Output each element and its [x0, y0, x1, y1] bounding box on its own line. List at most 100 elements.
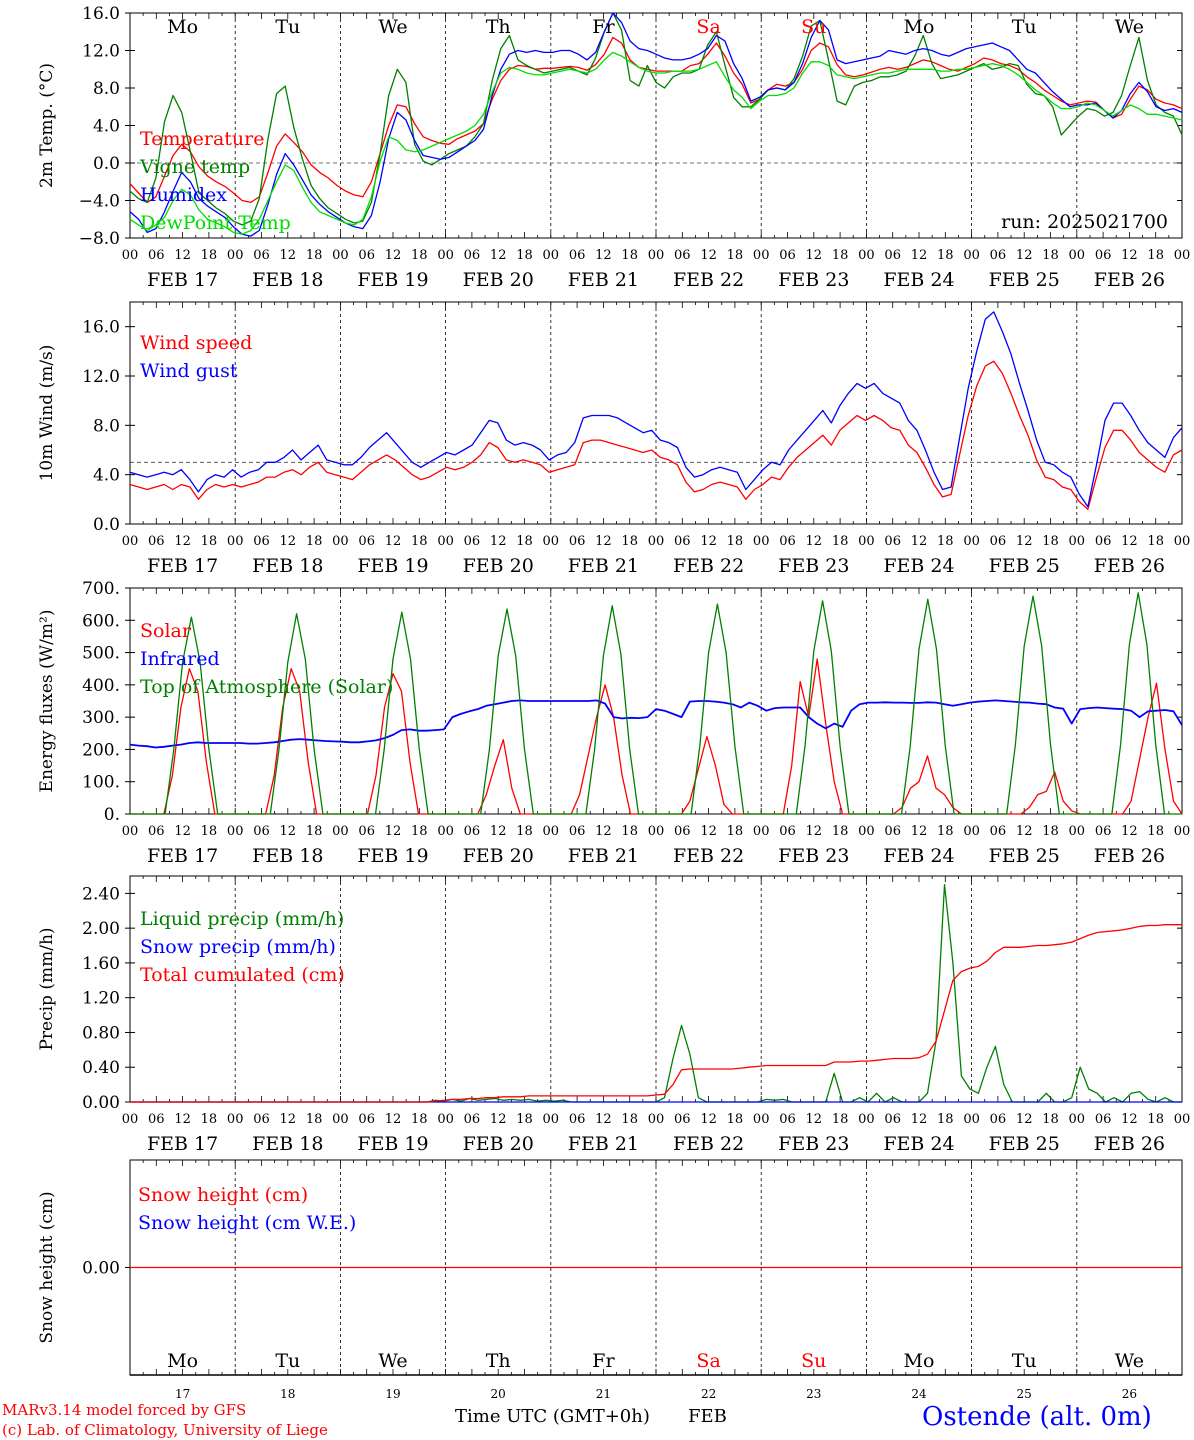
x-hour-label: 00 — [1174, 534, 1191, 549]
day-number-label: 18 — [280, 1387, 295, 1400]
x-hour-label: 18 — [621, 1112, 638, 1127]
x-hour-label: 00 — [753, 534, 770, 549]
x-date-label: FEB 19 — [357, 845, 428, 867]
x-hour-label: 06 — [148, 1112, 165, 1127]
x-hour-label: 00 — [858, 534, 875, 549]
x-hour-label: 06 — [358, 534, 375, 549]
y-tick-label: 8.0 — [93, 416, 120, 436]
y-tick-label: 0.0 — [93, 154, 120, 174]
x-hour-label: 18 — [201, 534, 218, 549]
x-hour-label: 12 — [385, 534, 402, 549]
x-hour-label: 06 — [990, 1112, 1007, 1127]
legend-entry: Wind gust — [140, 360, 238, 382]
credit-line-2: (c) Lab. of Climatology, University of L… — [2, 1421, 328, 1439]
legend-entry: Humidex — [140, 184, 227, 206]
day-number-label: 22 — [701, 1387, 716, 1400]
day-number-label: 19 — [385, 1387, 400, 1400]
x-hour-label: 06 — [1095, 824, 1112, 839]
x-hour-label: 18 — [832, 248, 849, 263]
x-hour-label: 12 — [595, 824, 612, 839]
weekday-label: Sa — [696, 16, 720, 38]
legend-entry: Temperature — [140, 128, 264, 150]
x-hour-label: 18 — [621, 534, 638, 549]
x-date-label: FEB 19 — [357, 269, 428, 291]
x-hour-label: 06 — [358, 248, 375, 263]
y-axis-title: 2m Temp. (°C) — [37, 63, 57, 188]
y-tick-label: 1.20 — [82, 989, 120, 1009]
x-hour-label: 06 — [884, 248, 901, 263]
series-line-2 — [130, 592, 1182, 815]
x-date-label: FEB 25 — [989, 845, 1060, 867]
legend-entry: DewPoint Temp — [140, 212, 291, 234]
x-hour-label: 00 — [332, 824, 349, 839]
x-hour-label: 00 — [858, 1112, 875, 1127]
series-line-1 — [129, 699, 1183, 749]
panel-2: 0.0 4.0 8.0 12.0 16.0 10m Wind (m/s) Wind spee… — [37, 301, 1191, 577]
x-hour-label: 00 — [753, 1112, 770, 1127]
weekday-label: Th — [486, 1350, 511, 1372]
weekday-label: Mo — [904, 16, 935, 38]
x-hour-label: 18 — [411, 1112, 428, 1127]
x-hour-label: 12 — [174, 248, 191, 263]
x-hour-label: 06 — [253, 248, 270, 263]
x-hour-label: 18 — [727, 248, 744, 263]
x-hour-label: 06 — [464, 1112, 481, 1127]
x-date-label: FEB 22 — [673, 1133, 744, 1155]
x-date-label: FEB 22 — [673, 555, 744, 577]
x-hour-label: 00 — [1069, 248, 1086, 263]
x-hour-label: 18 — [832, 1112, 849, 1127]
weekday-label: Th — [486, 16, 511, 38]
x-date-label: FEB 18 — [252, 1133, 323, 1155]
x-hour-label: 12 — [595, 534, 612, 549]
run-label: run: 2025021700 — [1001, 211, 1168, 233]
y-tick-label: 100. — [82, 773, 120, 793]
legend-entry: Top of Atmosphere (Solar) — [140, 676, 393, 698]
y-tick-label: 8.0 — [93, 79, 120, 99]
weekday-label: Su — [801, 16, 826, 38]
series-line-2 — [130, 924, 1182, 1103]
x-hour-label: 18 — [306, 534, 323, 549]
x-hour-label: 12 — [700, 824, 717, 839]
x-hour-label: 12 — [490, 248, 507, 263]
day-number-label: 25 — [1017, 1387, 1032, 1400]
x-hour-label: 18 — [201, 1112, 218, 1127]
x-hour-label: 00 — [332, 1112, 349, 1127]
day-number-label: 20 — [491, 1387, 506, 1400]
x-hour-label: 06 — [148, 824, 165, 839]
weekday-label: Fr — [592, 16, 615, 38]
x-hour-label: 12 — [174, 534, 191, 549]
x-hour-label: 12 — [385, 824, 402, 839]
x-hour-label: 18 — [1042, 1112, 1059, 1127]
legend-entry: Liquid precip (mm/h) — [140, 908, 344, 930]
weekday-label: Sa — [696, 1350, 720, 1372]
x-hour-label: 06 — [358, 1112, 375, 1127]
x-date-label: FEB 18 — [252, 555, 323, 577]
series-line-1 — [129, 311, 1183, 508]
x-date-label: FEB 24 — [883, 555, 954, 577]
x-date-label: FEB 24 — [883, 1133, 954, 1155]
x-hour-label: 12 — [911, 534, 928, 549]
x-hour-label: 00 — [122, 1112, 139, 1127]
x-hour-label: 00 — [648, 248, 665, 263]
x-hour-label: 00 — [227, 534, 244, 549]
x-date-label: FEB 25 — [989, 1133, 1060, 1155]
x-hour-label: 18 — [727, 1112, 744, 1127]
x-hour-label: 06 — [779, 248, 796, 263]
weekday-label: We — [1115, 1350, 1144, 1372]
y-tick-label: 12.0 — [82, 367, 120, 387]
x-hour-label: 18 — [306, 824, 323, 839]
x-hour-label: 12 — [700, 534, 717, 549]
x-hour-label: 18 — [516, 824, 533, 839]
series-line-0 — [129, 360, 1183, 510]
weekday-label: Fr — [592, 1350, 615, 1372]
x-hour-label: 00 — [753, 824, 770, 839]
x-date-label: FEB 24 — [883, 269, 954, 291]
x-hour-label: 06 — [148, 248, 165, 263]
x-hour-label: 18 — [937, 248, 954, 263]
x-date-label: FEB 20 — [463, 555, 534, 577]
x-hour-label: 00 — [543, 534, 560, 549]
x-hour-label: 12 — [1016, 248, 1033, 263]
series-line-1 — [129, 12, 1183, 226]
x-date-label: FEB 23 — [778, 1133, 849, 1155]
